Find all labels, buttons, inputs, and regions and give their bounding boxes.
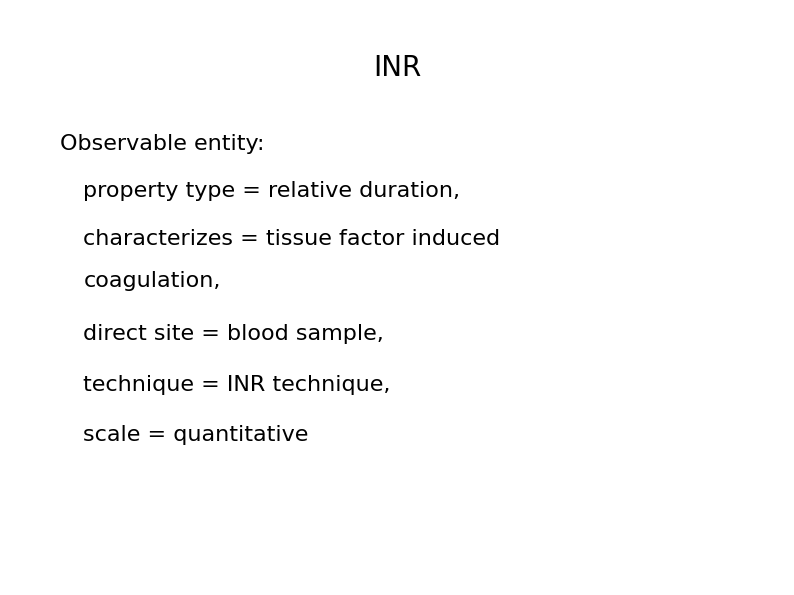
Text: Observable entity:: Observable entity: bbox=[60, 134, 264, 154]
Text: scale = quantitative: scale = quantitative bbox=[83, 425, 309, 446]
Text: technique = INR technique,: technique = INR technique, bbox=[83, 375, 391, 395]
Text: coagulation,: coagulation, bbox=[83, 271, 221, 291]
Text: property type = relative duration,: property type = relative duration, bbox=[83, 181, 461, 202]
Text: characterizes = tissue factor induced: characterizes = tissue factor induced bbox=[83, 229, 500, 249]
Text: direct site = blood sample,: direct site = blood sample, bbox=[83, 324, 384, 345]
Text: INR: INR bbox=[373, 54, 421, 82]
